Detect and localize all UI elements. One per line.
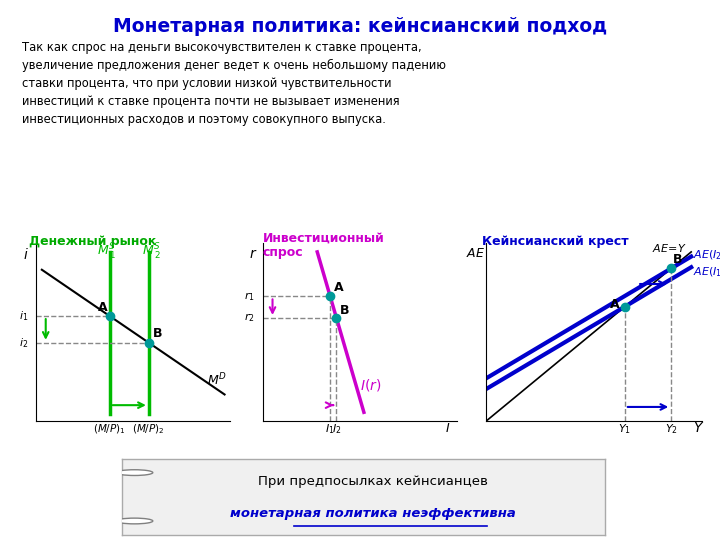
Text: Y: Y	[693, 421, 702, 435]
Text: Инвестиционный
спрос: Инвестиционный спрос	[263, 231, 384, 259]
Text: B: B	[673, 253, 683, 266]
Text: $(M/P)_2$: $(M/P)_2$	[132, 422, 165, 436]
Text: $I$: $I$	[445, 422, 450, 435]
Text: $I_2$: $I_2$	[332, 422, 341, 436]
Text: $AE$: $AE$	[466, 247, 485, 260]
Text: $I_1$: $I_1$	[325, 422, 335, 436]
Text: $AE(I_1)$: $AE(I_1)$	[693, 266, 720, 279]
Text: $AE\!=\!Y$: $AE\!=\!Y$	[652, 242, 687, 254]
Circle shape	[116, 518, 153, 524]
Text: $i$: $i$	[23, 247, 30, 261]
Text: Кейнсианский крест: Кейнсианский крест	[482, 235, 629, 248]
Text: B: B	[341, 304, 350, 318]
Circle shape	[116, 470, 153, 476]
Text: $i_2$: $i_2$	[19, 336, 28, 349]
Text: монетарная политика неэффективна: монетарная политика неэффективна	[230, 507, 516, 520]
Text: $r$: $r$	[249, 247, 257, 261]
Text: $Y_2$: $Y_2$	[665, 422, 678, 436]
Text: A: A	[98, 301, 108, 314]
Text: A: A	[610, 299, 619, 312]
Text: $I(r)$: $I(r)$	[360, 376, 382, 393]
Text: $r_1$: $r_1$	[244, 290, 255, 303]
Text: $M^S_{\,2}$: $M^S_{\,2}$	[143, 241, 161, 262]
Text: $r_2$: $r_2$	[244, 312, 255, 324]
Text: Так как спрос на деньги высокочувствителен к ставке процента,
увеличение предлож: Так как спрос на деньги высокочувствител…	[22, 40, 446, 126]
Text: Монетарная политика: кейнсианский подход: Монетарная политика: кейнсианский подход	[113, 17, 607, 36]
Text: $M^S_{\,1}$: $M^S_{\,1}$	[97, 241, 117, 262]
Text: $Y_1$: $Y_1$	[618, 422, 631, 436]
Text: При предпосылках кейнсианцев: При предпосылках кейнсианцев	[258, 475, 488, 488]
Text: A: A	[334, 281, 343, 294]
Text: Денежный рынок: Денежный рынок	[29, 235, 156, 248]
Text: $i_1$: $i_1$	[19, 309, 28, 323]
Text: $AE(I_2)$: $AE(I_2)$	[693, 248, 720, 261]
Text: B: B	[153, 327, 162, 340]
Text: $M^D$: $M^D$	[207, 372, 227, 389]
Text: $(M/P)_1$: $(M/P)_1$	[94, 422, 126, 436]
